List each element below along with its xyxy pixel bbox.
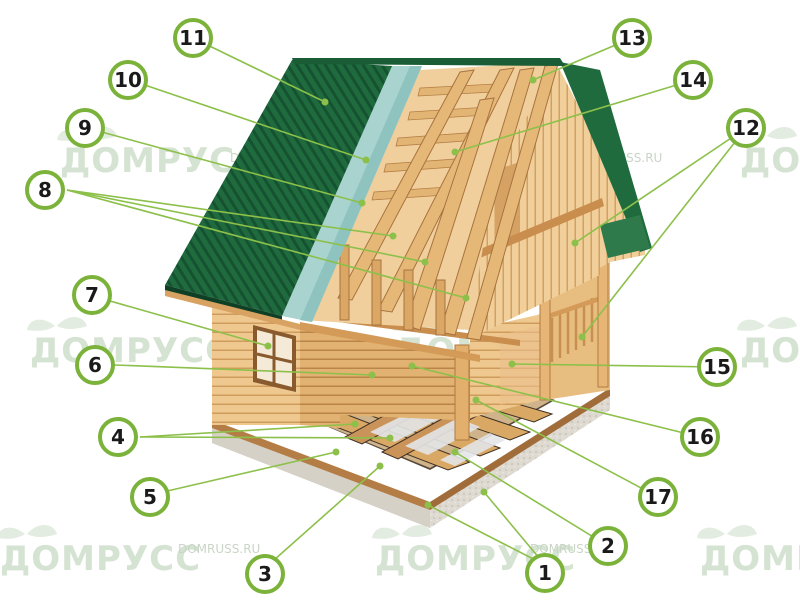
callout-circle: [726, 108, 766, 148]
callout-6: 6: [75, 345, 115, 385]
callout-circle: [638, 477, 678, 517]
callout-circle: [130, 477, 170, 517]
callout-number: 16: [686, 425, 714, 449]
callout-circle: [673, 60, 713, 100]
callout-number: 4: [111, 425, 125, 449]
callout-number: 9: [78, 116, 92, 140]
callout-number: 5: [143, 485, 157, 509]
callout-13: 13: [612, 18, 652, 58]
callout-3: 3: [245, 554, 285, 594]
leader-dots: [264, 76, 586, 509]
callout-1: 1: [525, 553, 565, 593]
callout-14: 14: [673, 60, 713, 100]
callout-5: 5: [130, 477, 170, 517]
watermark-leaf-icon: [372, 525, 432, 539]
callout-17: 17: [638, 477, 678, 517]
callout-7: 7: [72, 275, 112, 315]
callout-number: 10: [114, 68, 142, 92]
window: [253, 325, 296, 392]
callout-number: 11: [179, 26, 207, 50]
callout-circle: [173, 18, 213, 58]
callout-circle: [612, 18, 652, 58]
watermark-brand: ДОМРУСС: [740, 331, 800, 371]
callout-circle: [25, 170, 65, 210]
watermark-url: DOMRUSS.RU: [178, 542, 260, 556]
callout-circle: [245, 554, 285, 594]
callout-number: 8: [38, 178, 52, 202]
callout-circle: [525, 553, 565, 593]
callout-number: 7: [85, 283, 99, 307]
watermark-brand: ДОМРУСС: [740, 141, 800, 181]
callout-15: 15: [697, 347, 737, 387]
callout-number: 13: [618, 26, 646, 50]
callout-number: 14: [679, 68, 707, 92]
callout-2: 2: [588, 526, 628, 566]
callout-circle: [680, 417, 720, 457]
leader-lines: [66, 37, 747, 569]
callout-number: 1: [538, 561, 552, 585]
callout-circle: [75, 345, 115, 385]
callout-number: 3: [258, 562, 272, 586]
callout-number: 2: [601, 534, 615, 558]
callout-12: 12: [726, 108, 766, 148]
watermark-leaf-icon: [737, 317, 797, 331]
roof: [165, 58, 565, 341]
callout-circle: [108, 60, 148, 100]
callout-16: 16: [680, 417, 720, 457]
watermark-brand: ДОМРУСС: [700, 539, 800, 579]
watermark-leaf-icon: [697, 525, 757, 539]
callout-circle: [588, 526, 628, 566]
callout-number: 15: [703, 355, 731, 379]
callout-4: 4: [98, 417, 138, 457]
callout-11: 11: [173, 18, 213, 58]
callout-circle: [98, 417, 138, 457]
watermark-leaf-icon: [27, 317, 87, 331]
callout-number: 6: [88, 353, 102, 377]
callout-circle: [65, 108, 105, 148]
callout-number: 17: [644, 485, 672, 509]
watermark-leaf-icon: [0, 525, 57, 539]
callout-9: 9: [65, 108, 105, 148]
watermark-brand: ДОМРУСС: [30, 331, 231, 371]
callout-number: 12: [732, 116, 760, 140]
callout-circle: [72, 275, 112, 315]
callout-circle: [697, 347, 737, 387]
watermark-brand: ДОМРУСС: [0, 539, 201, 579]
callout-8: 8: [25, 170, 65, 210]
callout-10: 10: [108, 60, 148, 100]
